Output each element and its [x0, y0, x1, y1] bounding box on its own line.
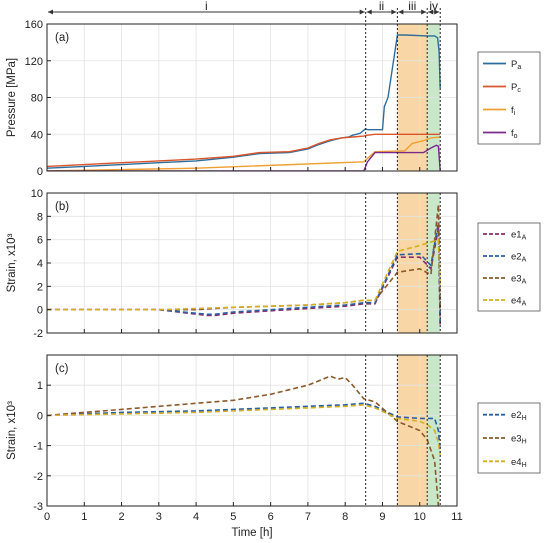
- phase-label-ii: ii: [379, 0, 384, 13]
- x-tick-label-2: 2: [118, 511, 124, 523]
- y-tick-label-0-0: 0: [37, 166, 43, 178]
- phase-arrowhead-right-ii: [391, 9, 397, 15]
- phase-label-iv: iv: [429, 0, 438, 13]
- y-axis-label-0: Pressure [MPa]: [6, 58, 18, 137]
- legend-label-e3H: e3H: [511, 434, 527, 446]
- phase-arrowhead-right-i: [359, 9, 365, 15]
- phase-annotations: i ii iii iv: [48, 0, 440, 15]
- legend-label-Pa: Pa: [511, 59, 521, 71]
- phase-arrowhead-right-iii: [421, 9, 427, 15]
- series-line-e2A: [47, 222, 441, 322]
- legend-box-0: [477, 51, 541, 145]
- x-axis-label: Time [h]: [231, 527, 272, 539]
- x-tick-label-7: 7: [305, 511, 311, 523]
- legend-label-e2A: e2A: [511, 252, 527, 264]
- legend-label-e4A: e4A: [511, 296, 527, 308]
- series-line-fo: [47, 144, 441, 171]
- y-tick-label-1-3: 4: [37, 258, 43, 270]
- series-line-Pc: [47, 133, 441, 168]
- phase-boundaries: [365, 8, 441, 506]
- series-line-e1A: [47, 227, 441, 328]
- x-tick-label-3: 3: [156, 511, 162, 523]
- panel-label-0: (a): [55, 32, 69, 44]
- legend-label-fi: fi: [511, 105, 516, 117]
- legend-label-e3A: e3A: [511, 274, 527, 286]
- legend-box-2: [477, 402, 541, 474]
- y-axis-label-1: Strain, x10³: [6, 233, 18, 292]
- y-tick-label-2-4: 1: [37, 380, 43, 392]
- y-tick-label-2-0: -3: [33, 501, 43, 513]
- x-tick-label-5: 5: [230, 511, 236, 523]
- y-tick-label-0-3: 120: [25, 56, 43, 68]
- series-lines: [47, 34, 441, 506]
- y-tick-label-0-4: 160: [25, 19, 43, 31]
- series-line-e3H: [47, 375, 440, 506]
- series-line-fi: [47, 136, 441, 171]
- x-tick-label-6: 6: [268, 511, 274, 523]
- legend-label-e2H: e2H: [511, 410, 527, 422]
- series-line-e3A: [47, 204, 441, 311]
- x-tick-label-4: 4: [193, 511, 199, 523]
- phase-arrowhead-left-iii: [398, 9, 404, 15]
- gridlines: [46, 23, 458, 507]
- x-tick-label-8: 8: [342, 511, 348, 523]
- legend-label-e4H: e4H: [511, 457, 527, 469]
- y-tick-label-2-3: 0: [37, 410, 43, 422]
- y-axis-label-2: Strain, x10³: [6, 401, 18, 460]
- y-tick-label-2-1: -2: [33, 471, 43, 483]
- legend-box-1: [477, 222, 541, 312]
- phase-arrowhead-left-ii: [366, 9, 372, 15]
- y-tick-label-0-1: 40: [31, 129, 43, 141]
- series-line-e2H: [47, 402, 441, 452]
- y-tick-label-1-5: 8: [37, 211, 43, 223]
- panel-frame-2: [46, 354, 458, 507]
- phase-shade-2-0: [397, 355, 428, 506]
- y-tick-label-1-4: 6: [37, 235, 43, 247]
- x-tick-label-10: 10: [414, 511, 426, 523]
- y-tick-label-1-2: 2: [37, 281, 43, 293]
- x-tick-label-11: 11: [451, 511, 462, 523]
- panel-label-2: (c): [55, 363, 69, 375]
- x-tick-label-9: 9: [379, 511, 385, 523]
- legend-label-e1A: e1A: [511, 230, 527, 242]
- y-tick-label-2-2: -1: [33, 441, 43, 453]
- legends: Pa Pc fi fo e1A e2A e3A e4A e2H e3H e4H: [477, 51, 541, 474]
- phase-arrowhead-left-iv: [428, 9, 434, 15]
- y-tick-label-1-1: 0: [37, 305, 43, 317]
- phase-arrowhead-left-i: [48, 9, 53, 15]
- series-line-e4H: [47, 403, 441, 455]
- phase-label-i: i: [205, 0, 208, 13]
- y-tick-label-1-6: 10: [31, 188, 43, 200]
- series-line-Pa: [47, 34, 441, 169]
- legend-label-Pc: Pc: [511, 82, 521, 94]
- phase-label-iii: iii: [408, 0, 416, 13]
- legend-label-fo: fo: [511, 128, 518, 140]
- x-tick-label-0: 0: [44, 511, 50, 523]
- phase-arrowhead-right-iv: [434, 9, 440, 15]
- series-line-e4A: [47, 238, 441, 311]
- y-tick-label-0-2: 80: [31, 93, 43, 105]
- y-tick-label-1-0: -2: [33, 328, 43, 340]
- panel-label-1: (b): [55, 201, 69, 213]
- x-tick-label-1: 1: [81, 511, 87, 523]
- phase-shading: [397, 24, 441, 506]
